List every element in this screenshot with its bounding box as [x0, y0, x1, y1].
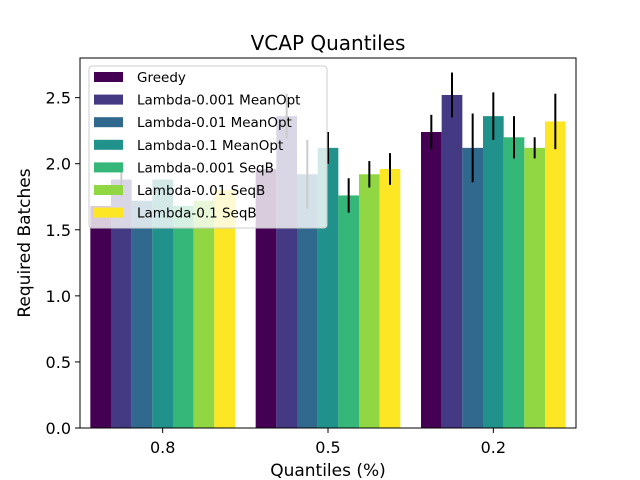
legend-label-2: Lambda-0.01 MeanOpt [137, 115, 292, 131]
y-axis-label: Required Batches [15, 168, 35, 317]
bar-5-2 [524, 147, 545, 429]
legend-swatch-2 [94, 117, 123, 128]
bar-0-1 [255, 169, 277, 428]
y-tick-label: 1.5 [46, 221, 71, 240]
bar-0-0 [90, 206, 111, 428]
bar-4-1 [338, 195, 359, 428]
legend-label-0: Greedy [137, 70, 186, 86]
bar-3-2 [483, 116, 504, 428]
x-axis-label: Quantiles (%) [270, 461, 386, 480]
legend-label-3: Lambda-0.1 MeanOpt [137, 138, 283, 154]
bar-2-2 [462, 147, 483, 429]
bar-2-1 [297, 174, 318, 428]
bar-5-1 [359, 174, 380, 428]
legend-swatch-5 [94, 185, 123, 195]
y-tick-label: 2.0 [46, 155, 71, 174]
legend-label-5: Lambda-0.01 SeqB [137, 183, 265, 199]
x-tick-label: 0.2 [481, 438, 506, 457]
legend-swatch-6 [94, 207, 123, 218]
bar-5-0 [193, 200, 215, 428]
bar-4-0 [173, 206, 194, 428]
y-tick-label: 0.0 [46, 419, 71, 438]
bar-4-2 [503, 137, 525, 429]
y-tick-label: 2.5 [46, 89, 71, 108]
legend-box [88, 65, 328, 229]
bar-3-0 [152, 179, 173, 428]
legend-label-6: Lambda-0.1 SeqB [137, 206, 257, 222]
bar-6-2 [545, 121, 566, 429]
legend: Greedy Lambda-0.001 MeanOpt Lambda-0.01 Me… [88, 65, 328, 229]
legend-swatch-3 [94, 139, 123, 150]
bar-6-0 [214, 190, 235, 428]
bar-2-0 [131, 200, 153, 428]
bar-1-0 [111, 179, 132, 428]
y-tick-label: 0.5 [46, 353, 71, 372]
y-axis-ticks: 0.0 0.5 1.0 1.5 2.0 2.5 [46, 89, 80, 438]
legend-swatch-0 [94, 72, 123, 82]
x-axis-ticks: 0.8 0.5 0.2 [150, 428, 506, 457]
legend-swatch-4 [94, 162, 123, 173]
bar-0-2 [421, 132, 442, 428]
legend-label-4: Lambda-0.001 SeqB [137, 160, 274, 176]
legend-label-1: Lambda-0.001 MeanOpt [137, 93, 300, 109]
chart-title: VCAP Quantiles [251, 31, 406, 55]
x-tick-label: 0.8 [150, 438, 175, 457]
bar-6-1 [379, 169, 401, 428]
y-tick-label: 1.0 [46, 287, 71, 306]
x-tick-label: 0.5 [315, 438, 340, 457]
bars-group [90, 95, 566, 429]
legend-swatch-1 [94, 94, 123, 105]
bar-1-2 [441, 95, 463, 428]
